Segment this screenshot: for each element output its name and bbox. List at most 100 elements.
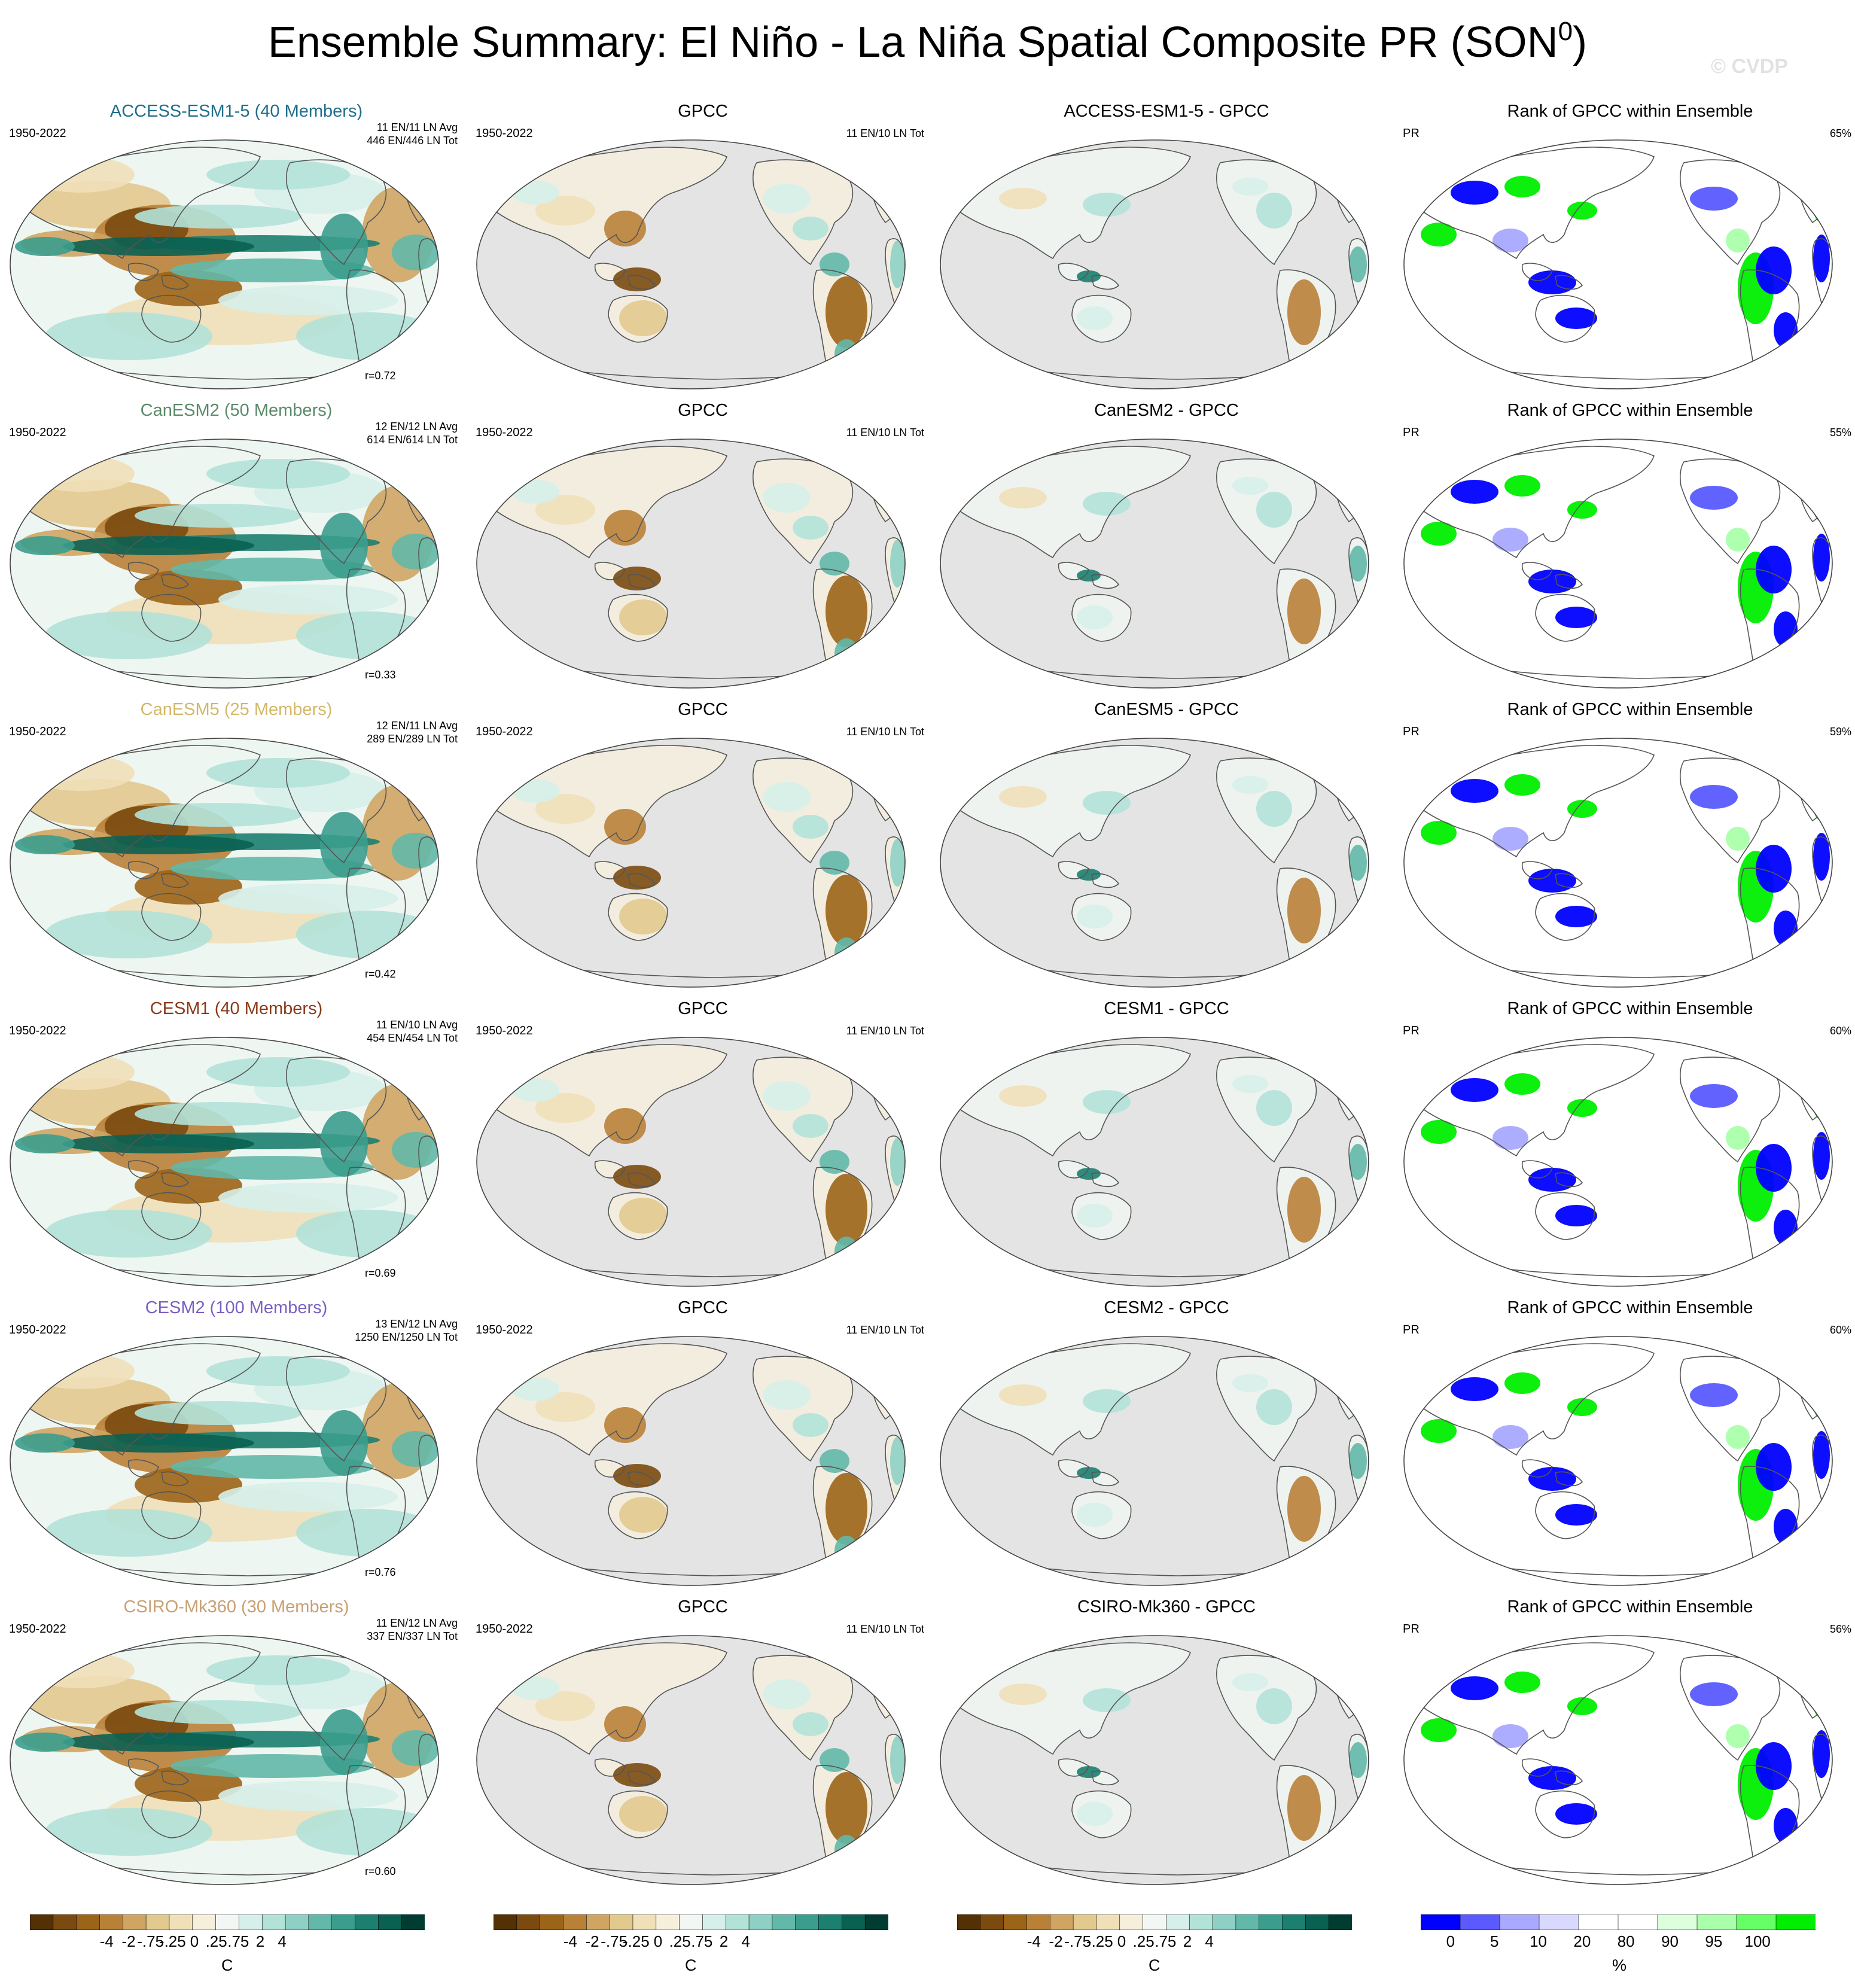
panel-model-5: CSIRO-Mk360 (30 Members) 1950-2022 11 EN/1… (9, 1597, 464, 1896)
variable-label: PR (1403, 1622, 1420, 1636)
panel-title: CanESM2 - GPCC (1094, 401, 1239, 420)
event-count-line: 1250 EN/1250 LN Tot (355, 1331, 458, 1343)
panel-model-4: CESM2 (100 Members) 1950-2022 13 EN/12 LN … (9, 1298, 464, 1597)
colorbar-tick-label: 95 (1705, 1932, 1723, 1950)
panel-diff-5: CSIRO-Mk360 - GPCC (939, 1597, 1394, 1896)
colorbar-unit: % (1612, 1956, 1627, 1974)
colorbar-tick-label: -4 (99, 1932, 114, 1950)
colorbar-tick-label: .75 (691, 1932, 713, 1950)
colorbar-tick-label: 100 (1744, 1932, 1771, 1950)
event-count-line: 11 EN/11 LN Avg (376, 121, 458, 133)
event-count-line: 12 EN/11 LN Avg (376, 720, 458, 732)
panel-rank-4: Rank of GPCC within Ensemble PR 60% (1403, 1298, 1855, 1597)
event-counts: 11 EN/10 LN Tot (846, 1025, 924, 1037)
colorbar-tick-label: 5 (1490, 1932, 1499, 1950)
panel-obs-5: GPCC 1950-2022 11 EN/10 LN Tot (476, 1597, 930, 1896)
map-model (10, 1336, 439, 1586)
event-counts: 11 EN/11 LN Avg 446 EN/446 LN Tot (367, 121, 458, 147)
colorbar-tick-label: -.25 (159, 1932, 186, 1950)
pattern-correlation: r=0.42 (365, 968, 396, 980)
panel-diff-3: CESM1 - GPCC (939, 999, 1394, 1298)
colorbar-tick-label: -.75 (1064, 1932, 1092, 1950)
map-obs (476, 439, 906, 689)
colorbar-1: -4 -2 -.75 -.25 0 .25.75 2 4 C (494, 1914, 888, 1980)
panel-title: ACCESS-ESM1-5 (40 Members) (109, 102, 363, 121)
event-counts: 13 EN/12 LN Avg 1250 EN/1250 LN Tot (355, 1317, 458, 1344)
panel-title: Rank of GPCC within Ensemble (1507, 401, 1753, 420)
colorbar-swatch (609, 1914, 633, 1930)
colorbar-tick-label: .25 (669, 1932, 691, 1950)
colorbar-swatch (516, 1914, 541, 1930)
colorbar-tick-label: -4 (563, 1932, 577, 1950)
panel-rank-3: Rank of GPCC within Ensemble PR 60% (1403, 999, 1855, 1298)
period-label: 1950-2022 (9, 1622, 66, 1636)
colorbar-swatch (1657, 1914, 1698, 1930)
colorbar-swatch (355, 1914, 379, 1930)
map-rank (1403, 139, 1833, 389)
colorbar-unit: C (1149, 1956, 1160, 1974)
map-obs (476, 738, 906, 988)
panel-title: CESM1 - GPCC (1104, 999, 1229, 1018)
colorbar-tick-label: -.75 (601, 1932, 628, 1950)
colorbar-tick-label: .25 (1132, 1932, 1155, 1950)
colorbar-swatch (494, 1914, 517, 1930)
event-counts: 11 EN/10 LN Tot (846, 1324, 924, 1336)
rank-percent: 60% (1829, 1324, 1851, 1336)
colorbar-tick-label: 4 (1205, 1932, 1214, 1950)
panel-rank-5: Rank of GPCC within Ensemble PR 56% (1403, 1597, 1855, 1896)
panel-model-2: CanESM5 (25 Members) 1950-2022 12 EN/11 LN… (9, 700, 464, 999)
colorbar-swatch (748, 1914, 773, 1930)
colorbar-tick-label: .75 (1155, 1932, 1177, 1950)
colorbar-swatch (795, 1914, 820, 1930)
event-count-line: 11 EN/12 LN Avg (376, 1617, 458, 1629)
map-model (10, 439, 439, 689)
colorbar-swatch (308, 1914, 333, 1930)
colorbar-swatch (1775, 1914, 1816, 1930)
colorbar-3: 0 5 10 20 80 90 95 100% (1421, 1914, 1816, 1980)
event-counts: 11 EN/10 LN Tot (846, 127, 924, 139)
colorbar-swatch (842, 1914, 866, 1930)
pattern-correlation: r=0.76 (365, 1566, 396, 1578)
event-counts: 11 EN/10 LN Avg 454 EN/454 LN Tot (367, 1018, 458, 1045)
colorbar-swatch (378, 1914, 402, 1930)
panel-title: CESM1 (40 Members) (150, 999, 323, 1018)
map-diff (940, 1037, 1369, 1287)
panel-title: Rank of GPCC within Ensemble (1507, 1597, 1753, 1616)
colorbar-swatches (494, 1914, 888, 1930)
variable-label: PR (1403, 127, 1420, 140)
colorbar-swatch (1212, 1914, 1236, 1930)
period-label: 1950-2022 (476, 725, 533, 738)
colorbar-swatch (632, 1914, 657, 1930)
event-counts: 11 EN/10 LN Tot (846, 427, 924, 439)
colorbar-tick-label: -.25 (622, 1932, 650, 1950)
period-label: 1950-2022 (476, 426, 533, 439)
panel-title: GPCC (678, 700, 728, 719)
colorbar-swatch (864, 1914, 888, 1930)
colorbar-swatch (1073, 1914, 1097, 1930)
panel-model-3: CESM1 (40 Members) 1950-2022 11 EN/10 LN A… (9, 999, 464, 1298)
period-label: 1950-2022 (9, 426, 66, 439)
colorbar-swatches (957, 1914, 1352, 1930)
colorbar-tick-label: 90 (1661, 1932, 1679, 1950)
event-count-line: 614 EN/614 LN Tot (367, 434, 458, 446)
event-counts: 12 EN/11 LN Avg 289 EN/289 LN Tot (367, 719, 458, 745)
map-diff (940, 439, 1369, 689)
map-diff (940, 1336, 1369, 1586)
panel-diff-4: CESM2 - GPCC (939, 1298, 1394, 1597)
colorbar-swatch (145, 1914, 170, 1930)
colorbar-swatch (1027, 1914, 1051, 1930)
rank-percent: 60% (1829, 1025, 1851, 1037)
colorbar-swatch (1049, 1914, 1074, 1930)
panel-model-1: CanESM2 (50 Members) 1950-2022 12 EN/12 LN… (9, 401, 464, 700)
colorbar-swatch (99, 1914, 124, 1930)
panel-title: GPCC (678, 999, 728, 1018)
colorbar-swatch (215, 1914, 240, 1930)
colorbar-swatch (261, 1914, 286, 1930)
colorbar-tick-label: 20 (1573, 1932, 1591, 1950)
map-rank (1403, 439, 1833, 689)
colorbar-swatch (122, 1914, 147, 1930)
colorbar-swatch (1189, 1914, 1213, 1930)
event-count-line: 13 EN/12 LN Avg (375, 1318, 458, 1330)
event-count-line: 337 EN/337 LN Tot (367, 1630, 458, 1642)
panel-obs-4: GPCC 1950-2022 11 EN/10 LN Tot (476, 1298, 930, 1597)
